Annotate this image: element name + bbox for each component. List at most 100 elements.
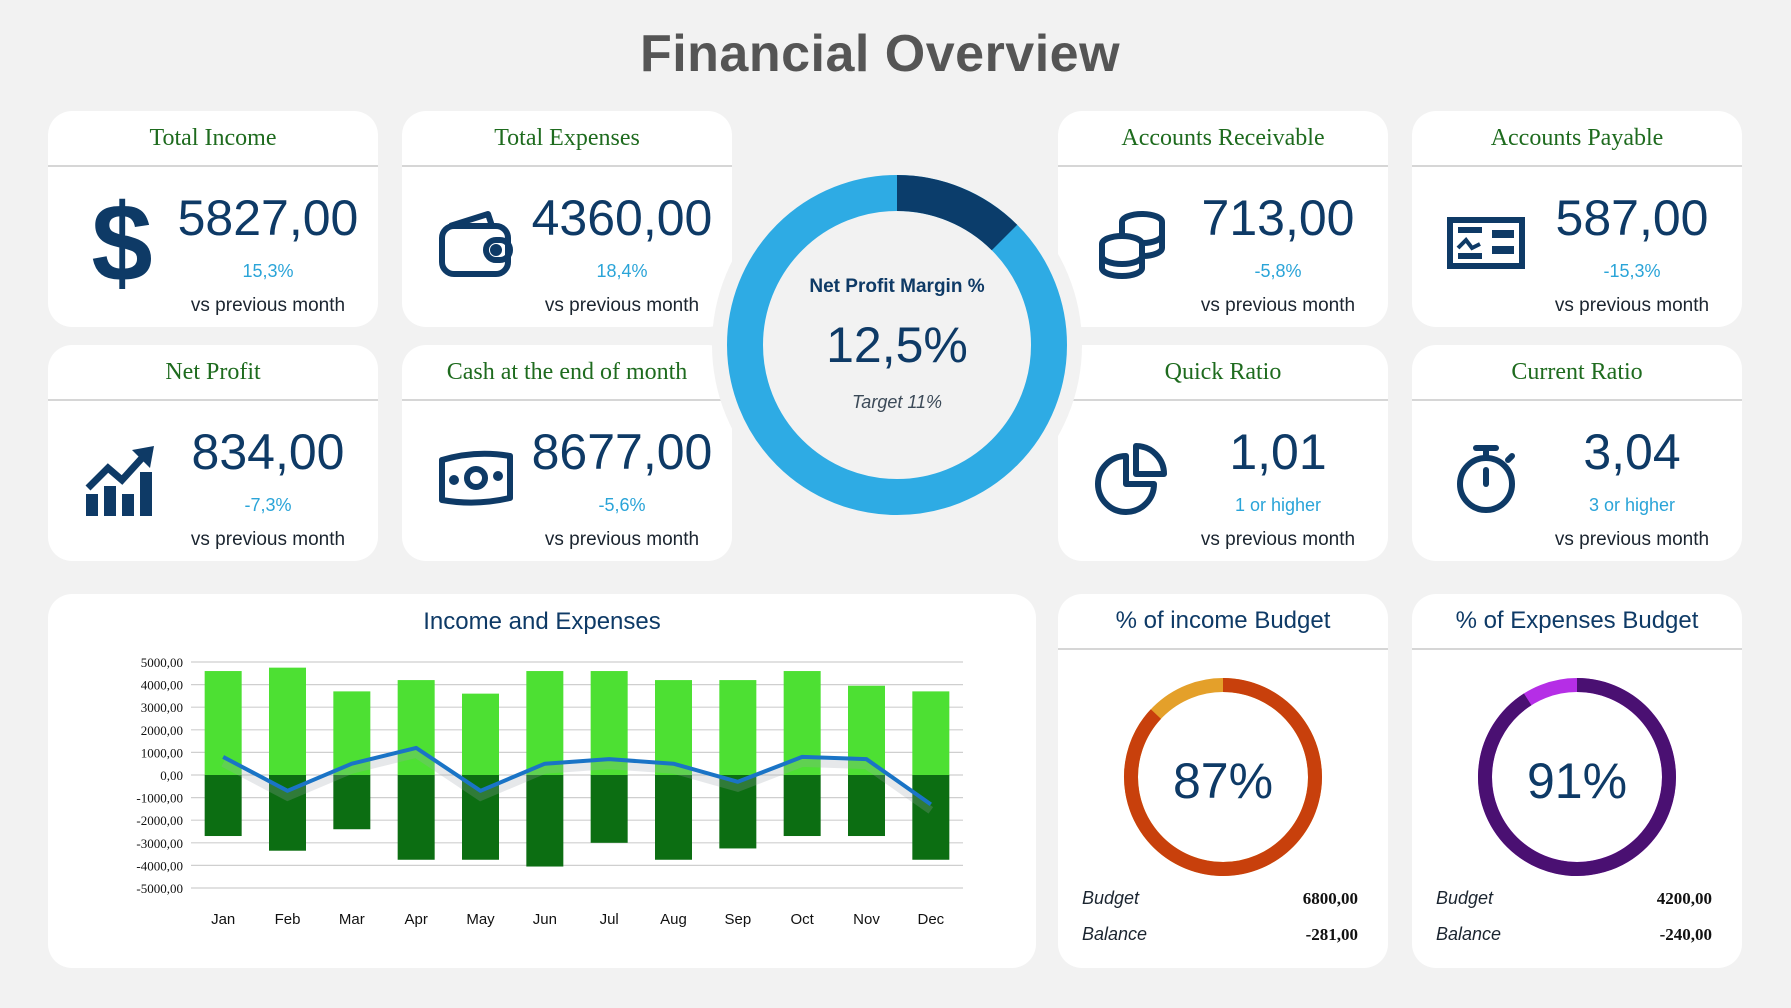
- expense-bar: [655, 775, 692, 860]
- balance-row: Balance -281,00: [1082, 924, 1358, 945]
- budget-title: % of income Budget: [1058, 594, 1388, 650]
- income-budget-donut: [1124, 678, 1322, 876]
- x-tick-label: Jun: [533, 911, 557, 928]
- wallet-icon: [426, 189, 526, 299]
- kpi-value: 713,00: [1201, 190, 1355, 246]
- kpi-subtext: vs previous month: [190, 529, 346, 550]
- expense-bar: [719, 775, 757, 849]
- expense-bar: [912, 775, 950, 860]
- income-bar: [655, 680, 692, 775]
- kpi-change: -7,3%: [244, 495, 292, 515]
- kpi-card-total-expenses: Total Expenses 4360,00 18,4% vs previous…: [402, 111, 732, 327]
- y-tick-label: -5000,00: [136, 881, 183, 896]
- kpi-subtext: vs previous month: [1200, 295, 1356, 316]
- expense-bar: [848, 775, 885, 837]
- x-tick-label: Jan: [211, 911, 235, 928]
- kpi-card-quick-ratio: Quick Ratio 1,01 1 or higher vs previous…: [1058, 345, 1388, 561]
- y-tick-label: 3000,00: [141, 700, 183, 715]
- kpi-value: 1,01: [1229, 424, 1327, 480]
- budget-row: Budget 6800,00: [1082, 888, 1358, 909]
- net-line-shadow: [221, 749, 934, 814]
- income-bar: [397, 680, 435, 775]
- y-tick-label: -2000,00: [136, 813, 183, 828]
- kpi-subtext: vs previous month: [1200, 529, 1356, 550]
- income-bar: [912, 691, 950, 775]
- stopwatch-icon: [1436, 423, 1536, 533]
- kpi-card-total-income: Total Income $ 5827,00 15,3% vs previous…: [48, 111, 378, 327]
- y-tick-label: 5000,00: [141, 655, 183, 670]
- x-tick-label: Oct: [790, 911, 814, 928]
- budget-row: Budget 4200,00: [1436, 888, 1712, 909]
- net-line: [222, 745, 932, 807]
- expense-bar: [783, 775, 821, 837]
- kpi-value: 5827,00: [177, 190, 359, 246]
- income-bar: [269, 667, 306, 775]
- x-tick-label: Nov: [853, 911, 880, 928]
- budget-value: 4200,00: [1656, 889, 1712, 908]
- y-tick-label: -4000,00: [136, 858, 183, 873]
- cash-icon: [426, 423, 526, 533]
- donut-filled-arc: [896, 175, 1018, 251]
- kpi-value: 4360,00: [531, 190, 713, 246]
- expenses-budget-card: % of Expenses Budget 91% Budget 4200,00 …: [1412, 594, 1742, 968]
- balance-row: Balance -240,00: [1436, 924, 1712, 945]
- kpi-subtext: vs previous month: [1554, 295, 1710, 316]
- kpi-change: 18,4%: [596, 261, 648, 281]
- expenses-budget-donut: [1478, 678, 1676, 876]
- x-tick-label: Apr: [404, 911, 427, 928]
- kpi-card-net-profit: Net Profit 834,00 -7,3% vs previous mont…: [48, 345, 378, 561]
- kpi-value: 8677,00: [531, 424, 713, 480]
- x-tick-label: Sep: [724, 911, 751, 928]
- income-budget-card: % of income Budget 87% Budget 6800,00 Ba…: [1058, 594, 1388, 968]
- budget-percent: 91%: [1526, 753, 1628, 809]
- income-expenses-chart: 5000,00 4000,00 3000,00 2000,00 1000,00 0,00 -…: [136, 655, 963, 928]
- expense-bar: [590, 775, 628, 843]
- kpi-change: 3 or higher: [1588, 495, 1676, 515]
- y-tick-label: 4000,00: [141, 678, 183, 693]
- kpi-value: 834,00: [191, 424, 345, 480]
- budget-label: Budget: [1082, 888, 1140, 908]
- kpi-change: -5,6%: [598, 495, 646, 515]
- budget-percent: 87%: [1172, 753, 1274, 809]
- kpi-card-accounts-receivable: Accounts Receivable 713,00 -5,8% vs prev…: [1058, 111, 1388, 327]
- balance-label: Balance: [1082, 924, 1148, 944]
- kpi-subtext: vs previous month: [1554, 529, 1710, 550]
- check-icon: [1436, 189, 1536, 299]
- kpi-card-cash-end-of-month: Cash at the end of month 8677,00 -5,6% v…: [402, 345, 732, 561]
- kpi-title: Total Expenses: [402, 111, 732, 167]
- net-profit-margin-donut: [727, 175, 1067, 515]
- y-tick-label: 1000,00: [141, 745, 183, 760]
- kpi-card-accounts-payable: Accounts Payable 587,00 -15,3% vs previo…: [1412, 111, 1742, 327]
- income-bar: [719, 680, 757, 775]
- kpi-title: Accounts Receivable: [1058, 111, 1388, 167]
- kpi-change: -5,8%: [1254, 261, 1302, 281]
- coins-icon: [1082, 189, 1182, 299]
- net-profit-margin-target: Target 11%: [851, 392, 943, 412]
- kpi-change: -15,3%: [1603, 261, 1661, 281]
- kpi-title: Total Income: [48, 111, 378, 167]
- budget-filled-arc: [1124, 678, 1322, 876]
- kpi-subtext: vs previous month: [544, 529, 700, 550]
- x-tick-label: Aug: [660, 911, 687, 928]
- kpi-title: Current Ratio: [1412, 345, 1742, 401]
- kpi-subtext: vs previous month: [544, 295, 700, 316]
- kpi-change: 15,3%: [242, 261, 294, 281]
- x-tick-label: Dec: [917, 911, 944, 928]
- net-profit-margin-backdrop: [712, 160, 1082, 530]
- budget-value: 6800,00: [1302, 889, 1358, 908]
- expense-bar: [526, 775, 564, 867]
- balance-value: -240,00: [1659, 925, 1712, 944]
- y-tick-label: 2000,00: [141, 723, 183, 738]
- x-tick-label: Jul: [600, 911, 619, 928]
- budget-label: Budget: [1436, 888, 1494, 908]
- kpi-title: Quick Ratio: [1058, 345, 1388, 401]
- income-bar: [526, 671, 564, 775]
- kpi-change: 1 or higher: [1234, 495, 1322, 515]
- kpi-title: Net Profit: [48, 345, 378, 401]
- balance-label: Balance: [1436, 924, 1502, 944]
- x-tick-label: May: [466, 911, 495, 928]
- kpi-title: Accounts Payable: [1412, 111, 1742, 167]
- expense-bar: [333, 775, 371, 830]
- income-expenses-chart-card: Income and Expenses 5000,00 4000,00 3000,0…: [48, 594, 1036, 968]
- balance-value: -281,00: [1305, 925, 1358, 944]
